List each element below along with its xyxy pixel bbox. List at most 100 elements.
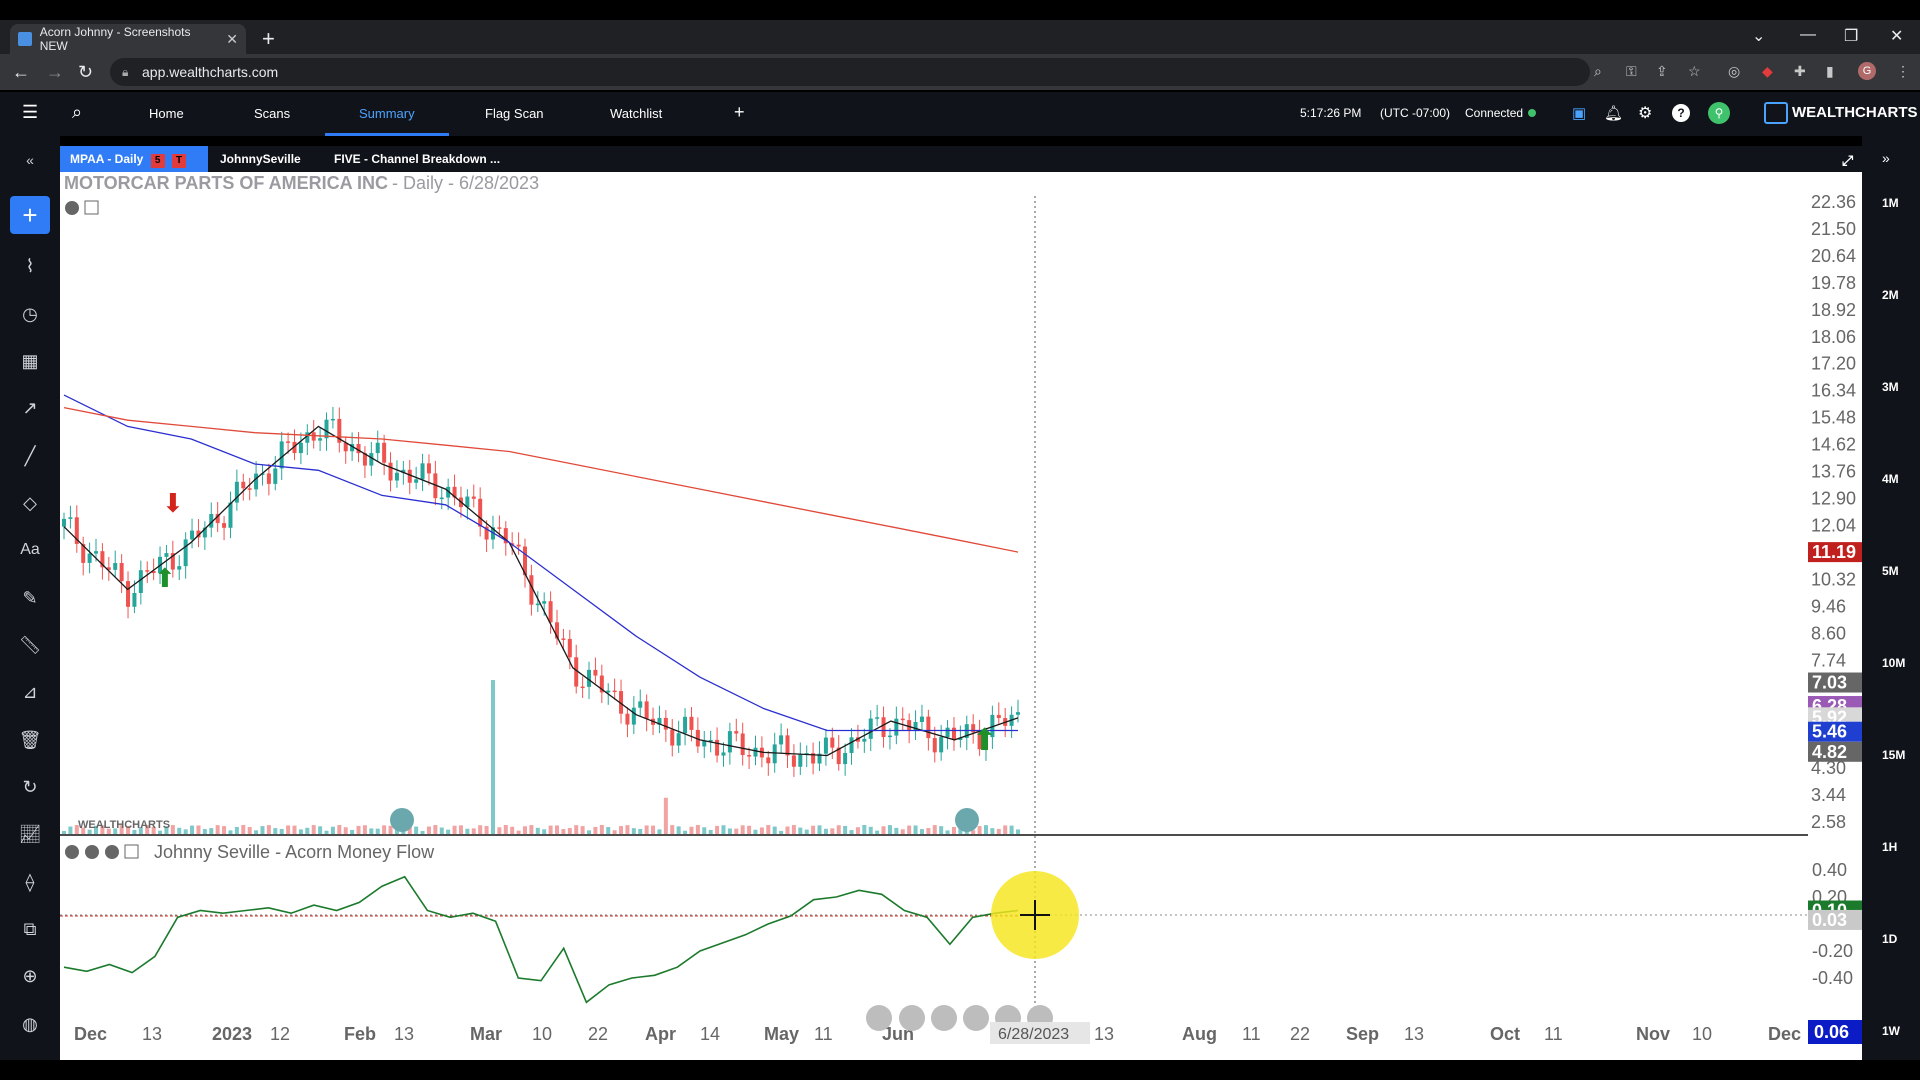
indicator-down-icon[interactable] <box>85 845 99 859</box>
profile-avatar[interactable]: G <box>1858 62 1876 80</box>
line-chart-icon[interactable]: 📈︎ <box>18 824 42 844</box>
indicator-icon[interactable]: ⌇ <box>25 256 35 276</box>
target-icon[interactable]: ⊕ <box>22 966 38 986</box>
volume-bar <box>279 829 284 834</box>
forward-icon[interactable]: → <box>46 62 64 82</box>
globe-icon[interactable]: ◍ <box>22 1014 38 1034</box>
share-icon[interactable]: ⇪ <box>1656 63 1668 79</box>
event-marker-icon[interactable] <box>390 808 414 832</box>
trash-icon[interactable]: 🗑︎ <box>18 730 42 750</box>
volume-bar <box>651 825 656 834</box>
app-navbar: ☰ ⌕ Home Scans Summary Flag Scan Watchli… <box>0 92 1920 136</box>
back-icon[interactable]: ← <box>12 62 30 82</box>
text-tool-icon[interactable]: Aa <box>20 541 40 558</box>
hamburger-menu-icon[interactable]: ☰ <box>22 102 39 122</box>
key-icon[interactable]: ⚿ <box>1626 63 1637 79</box>
close-window-icon[interactable]: ✕ <box>1890 28 1904 45</box>
timeframe-1h[interactable]: 1H <box>1882 840 1898 854</box>
puzzle-icon[interactable]: ✚ <box>1794 63 1806 79</box>
bell-icon[interactable]: 🔔︎ <box>1604 105 1624 122</box>
timeframe-1d[interactable]: 1D <box>1882 932 1898 946</box>
timeframe-1m[interactable]: 1M <box>1882 196 1899 210</box>
node-icon[interactable]: ⟠ <box>25 872 35 892</box>
save-icon[interactable]: ▣ <box>1572 105 1587 122</box>
collapse-right-icon[interactable]: » <box>1882 150 1890 166</box>
address-bar[interactable]: 🔒︎ app.wealthcharts.com <box>110 58 1590 86</box>
screen-bottom <box>0 1060 1920 1080</box>
add-button[interactable]: + <box>10 196 50 234</box>
volume-bar <box>241 825 246 834</box>
candle-body <box>394 472 399 481</box>
timeframe-3m[interactable]: 3M <box>1882 380 1899 394</box>
indicator-close-icon[interactable] <box>65 845 79 859</box>
maximize-chart-icon[interactable]: ⤢ <box>1842 152 1854 168</box>
price-chart[interactable]: MOTORCAR PARTS OF AMERICA INC - Daily - … <box>60 172 1862 1060</box>
bookmark-star-icon[interactable]: ☆ <box>1688 63 1701 79</box>
browser-tab[interactable]: Acorn Johnny - Screenshots NEW ✕ <box>10 24 246 54</box>
price-tick-label: 7.74 <box>1811 650 1846 670</box>
chart-tab-five[interactable]: FIVE - Channel Breakdown ... <box>334 152 501 166</box>
timeframe-15m[interactable]: 15M <box>1882 748 1906 762</box>
chart-tab-mpaa[interactable]: MPAA - Daily 5 T <box>60 146 208 172</box>
sidepanel-icon[interactable]: ▮ <box>1826 63 1834 79</box>
time-tick-label: 11 <box>1544 1024 1563 1044</box>
clock-icon[interactable]: ◷ <box>22 304 38 324</box>
chart-tab-johnnyseville[interactable]: JohnnySeville <box>220 152 301 166</box>
search-icon[interactable]: ⌕ <box>72 102 83 122</box>
nav-home[interactable]: Home <box>149 106 184 121</box>
chart-close-icon[interactable] <box>65 201 79 215</box>
location-pin-icon[interactable]: ⚲ <box>1708 102 1730 124</box>
extension-icon[interactable]: ◎ <box>1728 63 1741 79</box>
calendar-icon[interactable]: ▦ <box>21 351 39 371</box>
ublock-icon[interactable]: ◆ <box>1762 63 1773 79</box>
timeframe-1w[interactable]: 1W <box>1882 1024 1900 1038</box>
candle-body <box>555 622 560 639</box>
candle-body <box>183 539 188 567</box>
indicator-up-icon[interactable] <box>105 845 119 859</box>
measure-icon[interactable]: ⊿ <box>22 682 38 702</box>
timeframe-2m[interactable]: 2M <box>1882 288 1899 302</box>
add-tab-icon[interactable]: + <box>734 102 745 122</box>
zoom-icon[interactable]: ⌕ <box>1594 63 1602 79</box>
tab-search-icon[interactable]: ⌄ <box>1752 28 1766 45</box>
zoom-out-icon[interactable] <box>899 1005 925 1031</box>
restore-icon[interactable]: ❐ <box>1844 28 1859 45</box>
zoom-in-icon[interactable] <box>963 1005 989 1031</box>
copy-icon[interactable]: ⧉ <box>23 919 37 939</box>
close-tab-icon[interactable]: ✕ <box>226 30 238 47</box>
volume-bar <box>471 828 476 834</box>
trend-icon[interactable]: ↗ <box>22 398 38 418</box>
reload-icon[interactable]: ↻ <box>78 62 94 82</box>
shape-tool-icon[interactable]: ◇ <box>23 493 37 513</box>
gear-icon[interactable]: ⚙ <box>1638 105 1653 122</box>
fit-icon[interactable] <box>931 1005 957 1031</box>
chart-expand-icon[interactable] <box>84 200 99 215</box>
volume-bar <box>247 827 252 834</box>
help-icon[interactable]: ? <box>1672 104 1690 122</box>
minimize-icon[interactable]: — <box>1800 26 1816 43</box>
time-tick-label: Aug <box>1182 1024 1217 1044</box>
scroll-first-icon[interactable] <box>866 1005 892 1031</box>
event-marker-icon[interactable] <box>955 808 979 832</box>
nav-summary[interactable]: Summary <box>359 106 415 121</box>
line-tool-icon[interactable]: ╱ <box>24 446 36 466</box>
volume-bar <box>106 828 111 834</box>
timeframe-5m[interactable]: 5M <box>1882 564 1899 578</box>
refresh-icon[interactable]: ↻ <box>22 777 38 797</box>
ruler-icon[interactable]: 📏︎ <box>18 635 42 655</box>
pencil-icon[interactable]: ✎ <box>22 588 38 608</box>
nav-scans[interactable]: Scans <box>254 106 291 121</box>
new-tab-icon[interactable]: + <box>262 26 275 51</box>
volume-bar <box>945 830 950 834</box>
candle-body <box>202 527 207 538</box>
volume-bar <box>868 826 873 834</box>
indicator-collapse-icon[interactable] <box>124 844 139 859</box>
candle-body <box>868 718 873 739</box>
nav-watchlist[interactable]: Watchlist <box>610 106 663 121</box>
timeframe-10m[interactable]: 10M <box>1882 656 1906 670</box>
more-menu-icon[interactable]: ⋮ <box>1896 63 1910 79</box>
timeframe-4m[interactable]: 4M <box>1882 472 1899 486</box>
collapse-left-icon[interactable]: « <box>26 152 34 168</box>
chart-panel[interactable]: MOTORCAR PARTS OF AMERICA INC - Daily - … <box>60 172 1862 1060</box>
nav-flag-scan[interactable]: Flag Scan <box>485 106 544 121</box>
